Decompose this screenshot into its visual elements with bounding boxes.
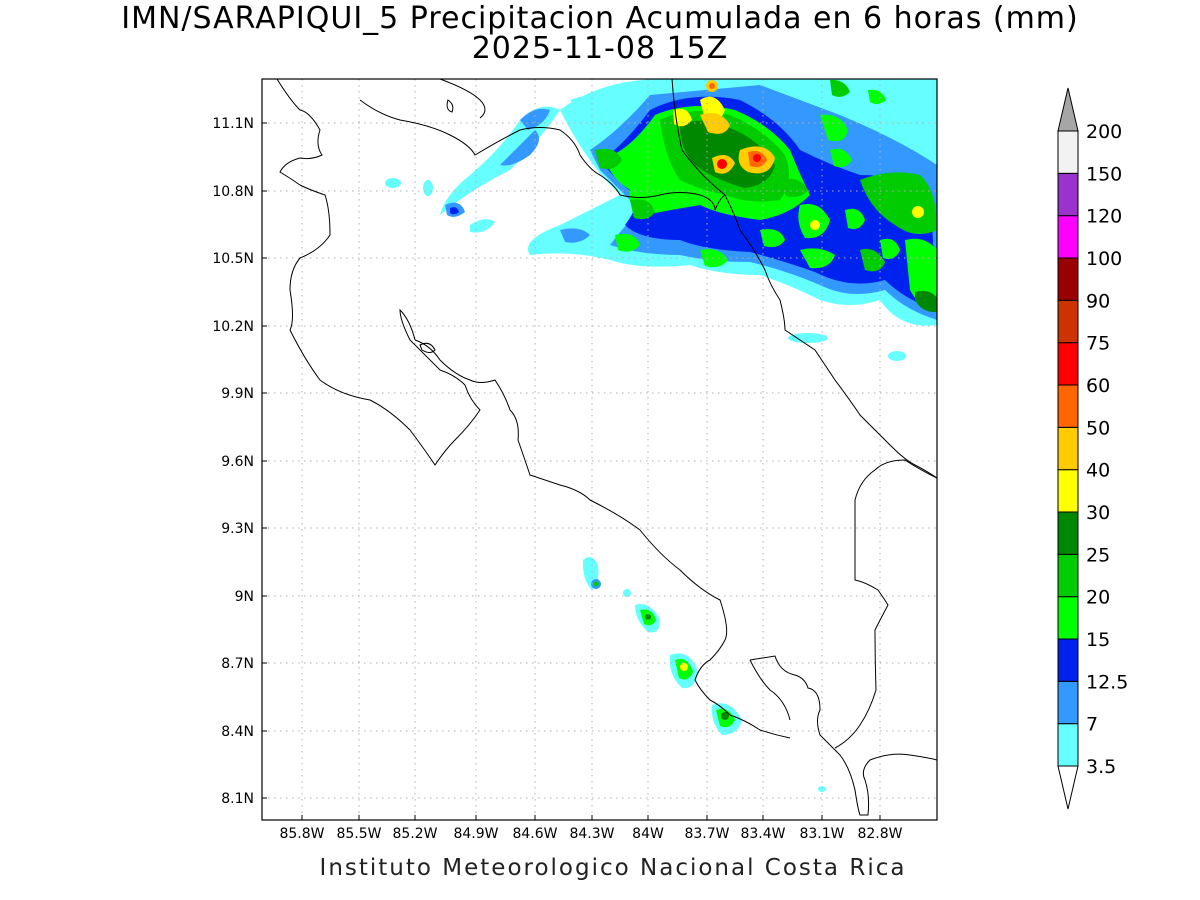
colorbar-swatch [1057,342,1079,386]
lon-tick-label: 84.9W [453,826,498,842]
credit-line: Instituto Meteorologico Nacional Costa R… [319,855,907,881]
colorbar-label: 60 [1086,375,1110,397]
lat-tick-label: 10.5N [212,251,254,267]
lon-ticks [301,815,881,820]
lon-tick-label: 85.5W [336,826,381,842]
colorbar-swatch [1057,596,1079,640]
lon-tick-label: 83.7W [684,826,729,842]
lat-tick-label: 9N [235,589,254,605]
lat-tick-label: 8.1N [221,791,254,807]
lat-tick-label: 8.4N [221,724,254,740]
colorbar-swatch [1057,469,1079,513]
lon-tick-label: 84.6W [512,826,557,842]
colorbar-label: 7 [1086,714,1098,736]
colorbar-swatch [1057,680,1079,725]
colorbar-label: 15 [1086,629,1110,651]
colorbar-top-arrow [1057,87,1079,132]
colorbar-label: 200 [1086,121,1122,143]
lat-tick-label: 8.7N [221,656,254,672]
colorbar-label: 25 [1086,544,1110,566]
lat-tick-label: 9.9N [221,386,254,402]
colorbar-bottom-arrow [1057,765,1079,810]
colorbar-swatch [1057,553,1079,598]
colorbar-swatches [1057,130,1079,767]
longitude-axis: 85.8W 85.5W 85.2W 84.9W 84.6W 84.3W 84W … [279,826,902,842]
lon-tick-label: 84W [632,826,664,842]
colorbar-swatch [1057,215,1079,259]
coastlines [276,79,937,816]
colorbar-swatch [1057,426,1079,471]
latitude-axis: 11.1N 10.8N 10.5N 10.2N 9.9N 9.6N 9.3N 9… [212,116,254,807]
precipitation-field [385,79,937,792]
rain-cells-south [582,333,906,792]
colorbar-label: 150 [1086,163,1122,185]
rain-band-northwest [385,96,600,233]
lon-tick-label: 85.8W [279,826,324,842]
lat-tick-label: 10.8N [212,184,254,200]
colorbar-label: 120 [1086,206,1122,228]
lat-ticks [262,122,267,799]
map-border [261,78,938,821]
colorbar-label: 30 [1086,502,1110,524]
colorbar-label: 100 [1086,248,1122,270]
colorbar-label: 75 [1086,333,1110,355]
rain-area-northeast [528,79,937,326]
colorbar-label: 12.5 [1086,671,1128,693]
colorbar-label: 40 [1086,460,1110,482]
map-valid-time: 2025-11-08 15Z [471,31,729,66]
colorbar-swatch [1057,638,1079,682]
lat-tick-label: 10.2N [212,319,254,335]
lat-tick-label: 9.3N [221,521,254,537]
lon-tick-label: 84.3W [569,826,614,842]
colorbar-swatch [1057,257,1079,301]
colorbar-label: 20 [1086,587,1110,609]
colorbar-swatch [1057,384,1079,428]
colorbar-swatch [1057,299,1079,344]
map-title: IMN/SARAPIQUI_5 Precipitacion Acumulada … [121,1,1079,36]
colorbar-label: 50 [1086,417,1110,439]
colorbar-swatch [1057,723,1079,767]
colorbar-swatch [1057,511,1079,555]
lon-tick-label: 83.1W [799,826,844,842]
graticule [262,79,937,820]
colorbar-swatch [1057,130,1079,174]
lat-tick-label: 9.6N [221,454,254,470]
lat-tick-label: 11.1N [212,116,254,132]
colorbar: 3.5 7 12.5 15 20 25 30 40 50 60 75 90 100 120 150 200 [1057,87,1128,810]
colorbar-label: 90 [1086,290,1110,312]
colorbar-swatch [1057,172,1079,217]
colorbar-labels: 3.5 7 12.5 15 20 25 30 40 50 60 75 90 100 120 150 200 [1086,121,1128,778]
lon-tick-label: 82.8W [857,826,902,842]
colorbar-label: 3.5 [1086,756,1116,778]
lon-tick-label: 85.2W [392,826,437,842]
lon-tick-label: 83.4W [740,826,785,842]
